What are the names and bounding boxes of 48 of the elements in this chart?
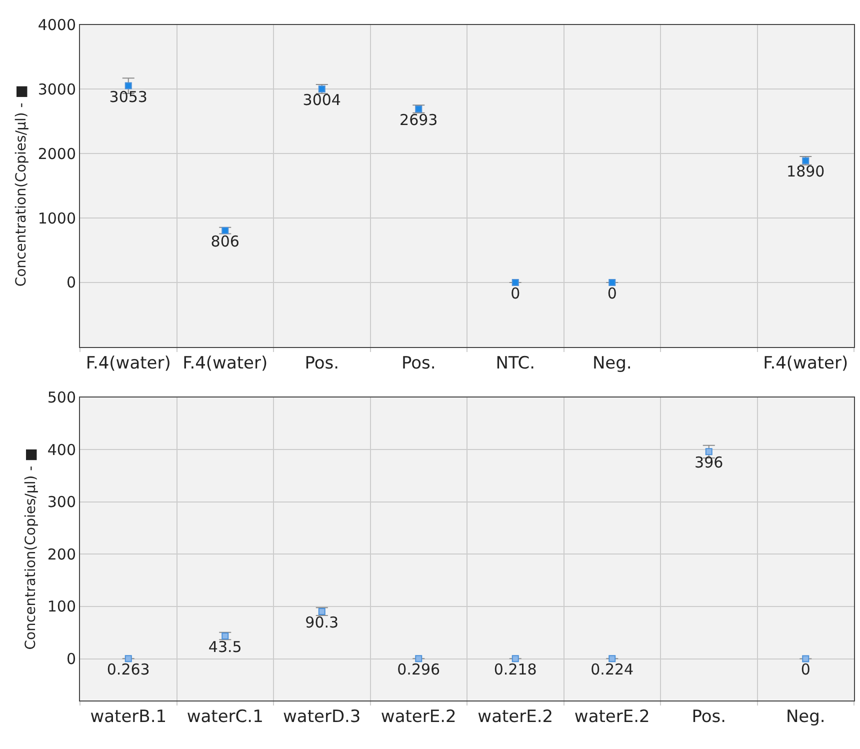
x-tick-label: F.4(water) (182, 353, 268, 374)
x-tick-label: waterE.2 (478, 706, 554, 727)
x-tick-label: F.4(water) (763, 353, 848, 374)
data-label: 1890 (786, 162, 825, 181)
y-tick-label: 4000 (38, 16, 76, 34)
data-label: 396 (694, 454, 724, 472)
data-label: 0.218 (494, 660, 537, 679)
data-label: 0 (800, 660, 810, 679)
y-tick-label: 100 (47, 598, 76, 616)
point (802, 655, 810, 662)
x-tick-label: waterE.2 (380, 706, 456, 727)
point (415, 655, 422, 662)
x-tick-label: waterB.1 (90, 706, 167, 727)
point (512, 655, 519, 662)
y-tick-label: 200 (47, 545, 76, 564)
y-tick-label: 0 (66, 650, 76, 668)
data-label: 0 (607, 284, 617, 302)
x-tick-label: waterE.2 (574, 706, 650, 727)
x-tick-label: waterD.3 (283, 706, 361, 727)
y-tick-label: 500 (47, 388, 76, 407)
x-tick-label: waterC.1 (186, 706, 264, 727)
y-axis-title: Concentration(Copies/µl) - ■ (22, 448, 39, 650)
x-tick-label: F.4(water) (86, 353, 171, 374)
point (124, 655, 132, 662)
x-tick-label: Neg. (592, 353, 632, 374)
data-label: 0 (510, 284, 520, 302)
y-tick-label: 0 (66, 274, 76, 292)
point (608, 655, 616, 662)
data-label: 90.3 (305, 614, 339, 632)
x-tick-label: Pos. (401, 353, 436, 374)
data-label: 806 (210, 232, 240, 251)
data-label: 0.263 (106, 660, 150, 679)
data-label: 43.5 (208, 638, 242, 656)
data-label: 2693 (400, 111, 438, 129)
data-label: 3004 (302, 90, 341, 109)
data-label: 3053 (109, 88, 148, 106)
y-tick-label: 1000 (38, 209, 76, 228)
y-tick-label: 400 (47, 440, 76, 459)
x-tick-label: Pos. (692, 706, 726, 727)
data-label: 0.296 (397, 660, 440, 679)
y-tick-label: 2000 (38, 144, 76, 163)
x-tick-label: Pos. (304, 353, 340, 374)
x-tick-label: Neg. (786, 706, 826, 727)
x-tick-label: NTC. (496, 353, 536, 374)
data-label: 0.224 (590, 660, 634, 679)
y-axis-title: Concentration(Copies/µl) - ■ (13, 85, 30, 287)
y-tick-label: 300 (47, 493, 76, 512)
y-tick-label: 3000 (38, 80, 76, 98)
